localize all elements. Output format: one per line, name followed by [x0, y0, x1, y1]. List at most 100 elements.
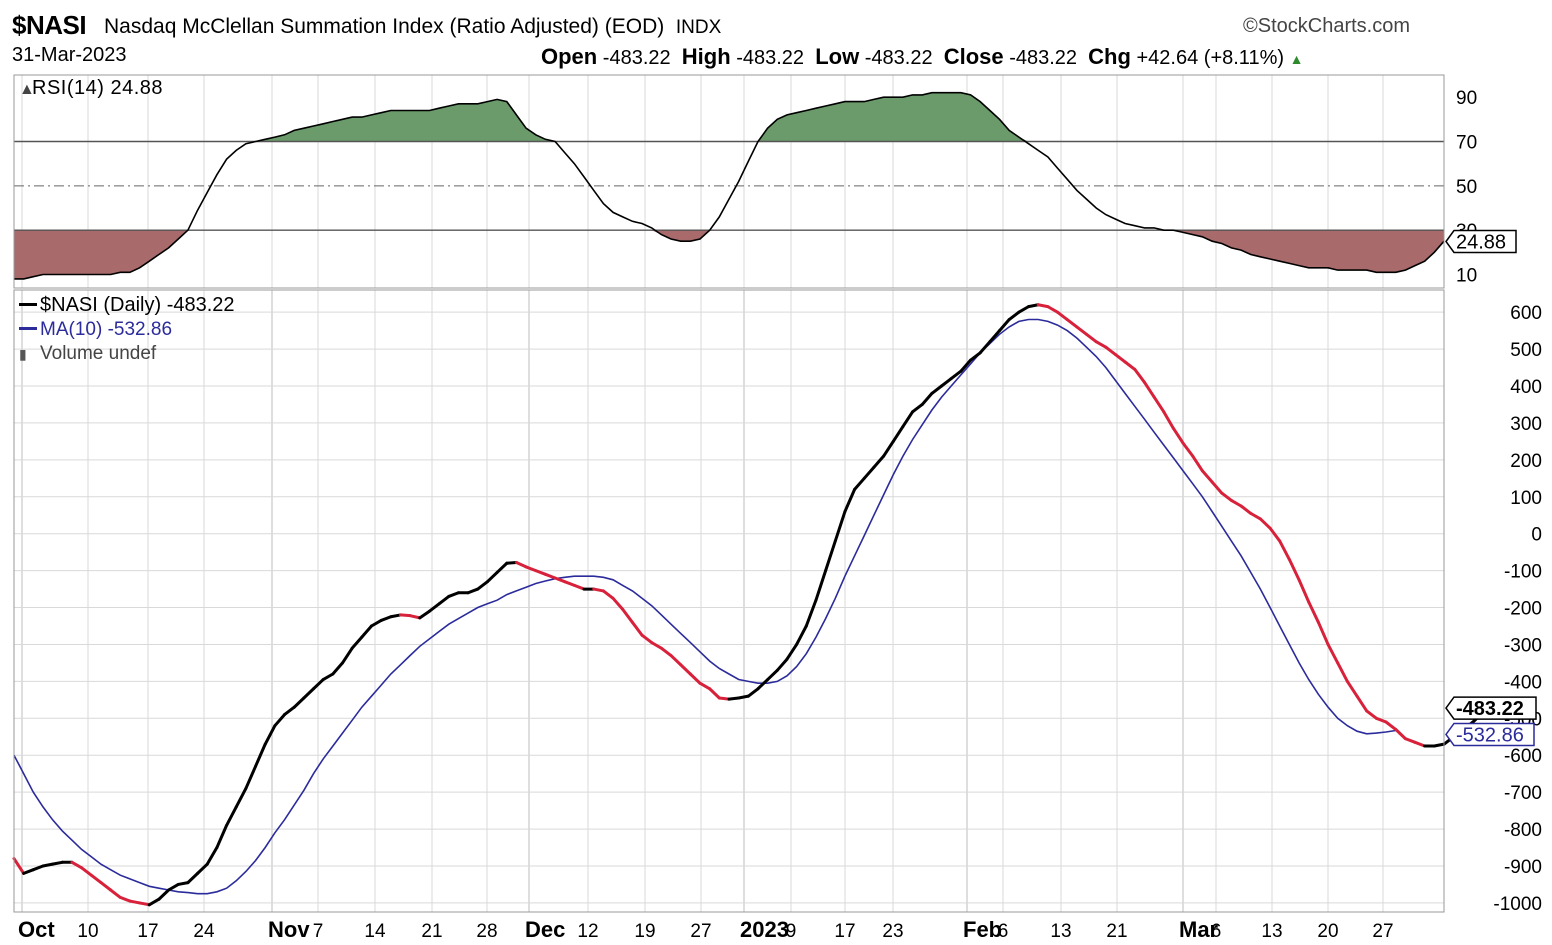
nasi-series-segment [872, 454, 886, 469]
nasi-series-segment [959, 358, 973, 373]
nasi-series-segment [31, 864, 45, 872]
price-y-tick-label: 0 [1531, 525, 1542, 546]
nasi-series-segment [1017, 305, 1031, 314]
chg-value: +42.64 (+8.11%) [1136, 47, 1285, 69]
high-label: High [681, 44, 731, 69]
x-tick-label: 19 [634, 921, 655, 942]
ohlc-readout: Open -483.22 High -483.22 Low -483.22 Cl… [541, 44, 1303, 70]
x-tick-label: 13 [1261, 921, 1282, 942]
rsi-legend-text: RSI(14) 24.88 [32, 77, 163, 99]
nasi-series-segment [1056, 310, 1069, 322]
rsi-last-tag-box [1445, 229, 1517, 254]
nasi-series-segment [1007, 310, 1021, 322]
nasi-series-segment [1229, 498, 1243, 508]
nasi-series-segment [186, 871, 200, 885]
nasi-series-segment [775, 657, 789, 672]
price-y-tick-label: -600 [1504, 746, 1542, 767]
chart-symbol: $NASI [12, 10, 87, 40]
nasi-series-segment [225, 805, 238, 827]
nasi-series-segment [1345, 679, 1359, 698]
nasi-series-segment [447, 591, 460, 598]
price-y-tick-label: -1000 [1493, 894, 1542, 915]
grid-lines [14, 75, 1444, 912]
rsi-legend: ▲ RSI(14) 24.88 [19, 77, 163, 99]
nasi-series-segment [514, 560, 528, 569]
ma-legend-swatch [19, 327, 37, 330]
price-legend: $NASI (Daily) -483.22 MA(10) -532.86 ▮ V… [19, 294, 235, 364]
x-tick-label: 7 [313, 921, 324, 942]
nasi-series-segment [1065, 318, 1079, 329]
chart-title-text: Nasdaq McClellan Summation Index (Ratio … [104, 15, 665, 38]
nasi-series-segment [437, 594, 451, 606]
nasi-series-segment [370, 618, 383, 628]
nasi-series-segment [737, 694, 750, 700]
rsi-y-tick-label: 70 [1456, 132, 1477, 153]
volume-legend-icon: ▮ [19, 346, 27, 362]
nasi-series-segment [1162, 410, 1175, 430]
x-tick-label: Oct [18, 917, 55, 942]
price-y-tick-label: -300 [1504, 635, 1542, 656]
price-y-tick-label: -400 [1504, 672, 1542, 693]
nasi-series-segment [466, 587, 480, 595]
x-tick-label: Mar [1179, 917, 1219, 942]
nasi-series-segment [138, 901, 151, 907]
rsi-y-tick-label: 50 [1456, 177, 1477, 198]
nasi-legend-swatch [19, 303, 37, 306]
x-tick-label: 27 [690, 921, 711, 942]
nasi-series-segment [70, 860, 84, 870]
nasi-series-segment [1152, 395, 1166, 414]
ma-legend-text: MA(10) -532.86 [40, 319, 172, 340]
nasi-series-segment [321, 672, 335, 682]
nasi-series-segment [795, 624, 808, 646]
x-tick-label: 21 [1106, 921, 1127, 942]
x-tick-label: 10 [77, 921, 98, 942]
nasi-series-segment [205, 846, 219, 866]
nasi-series-segment [1239, 504, 1253, 515]
x-tick-label: 23 [882, 921, 903, 942]
x-tick-label: 13 [1050, 921, 1071, 942]
nasi-series-segment [630, 620, 644, 637]
nasi-series-segment [524, 565, 538, 573]
price-y-tick-label: 500 [1510, 340, 1542, 361]
volume-legend-text: Volume undef [40, 343, 157, 364]
nasi-series-segment [41, 862, 55, 868]
nasi-series-segment [244, 764, 258, 790]
nasi-series-segment [389, 613, 402, 619]
nasi-series-segment [1200, 469, 1214, 484]
nasi-series-segment [505, 560, 518, 565]
nasi-series-segment [930, 384, 944, 395]
nasi-series-segment [118, 895, 132, 903]
rsi-overbought-fill [14, 92, 1444, 142]
nasi-series-segment [698, 681, 712, 691]
nasi-series-segment [640, 633, 654, 645]
x-tick-label: 12 [577, 921, 598, 942]
nasi-series-segment [650, 641, 663, 650]
nasi-series-segment [601, 589, 615, 600]
nasi-series-segment [51, 860, 64, 866]
nasi-series-segment [862, 465, 876, 480]
nasi-series-segment [621, 607, 634, 624]
panel-frames [13, 74, 1445, 913]
nasi-series-segment [949, 369, 963, 381]
nasi-series-segment [1191, 454, 1204, 473]
nasi-series-segment [360, 624, 373, 639]
nasi-series-segment [89, 873, 103, 885]
nasi-series-segment [727, 696, 741, 701]
nasi-series-segment [766, 668, 779, 682]
nasi-series-segment [853, 476, 866, 491]
nasi-series-segment [292, 696, 306, 709]
brand-watermark: ©StockCharts.com [1243, 15, 1411, 37]
nasi-series-segment [1085, 332, 1098, 344]
nasi-series-segment [1297, 578, 1311, 604]
nasi-series-segment [572, 583, 586, 591]
chg-label: Chg [1088, 44, 1131, 69]
nasi-series-segment [196, 862, 209, 875]
nasi-series-segment [128, 899, 142, 905]
nasi-series-segment [1220, 491, 1233, 502]
nasi-series-segment [147, 897, 161, 907]
x-tick-label: 6 [1211, 921, 1222, 942]
rsi-oversold-fill [14, 230, 1444, 279]
nasi-series-segment [1027, 303, 1040, 309]
nasi-series-segment [978, 340, 992, 355]
nasi-series-segment [1287, 558, 1301, 582]
